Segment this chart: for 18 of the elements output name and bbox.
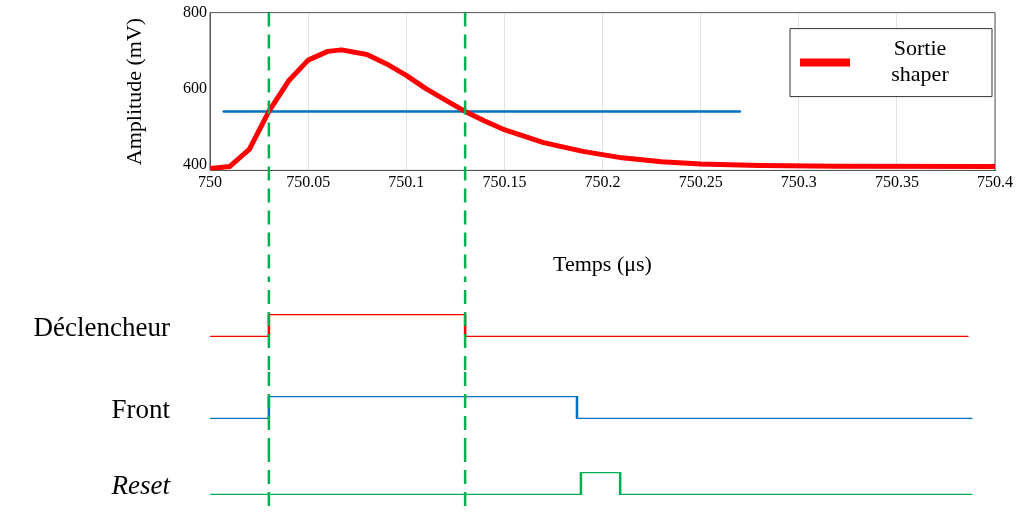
y-axis-title: Déclencheur — [33, 312, 170, 342]
y-axis-title: Front — [111, 394, 170, 424]
x-tick-label: 750.1 — [388, 173, 425, 191]
x-tick-label: 750.35 — [874, 173, 919, 191]
legend-label: Sortie shaper — [891, 35, 950, 87]
x-tick-label: 750.4 — [977, 173, 1013, 191]
y-axis-title: Amplitude (mV) — [120, 17, 146, 166]
x-tick-label: 750.25 — [678, 173, 723, 191]
x-axis-title: Temps (μs) — [553, 250, 652, 276]
x-tick-label: 750.2 — [584, 173, 621, 191]
x-tick-label: 750.15 — [482, 173, 527, 191]
y-tick-label: 400 — [183, 154, 207, 172]
y-axis-title: Reset — [111, 470, 170, 500]
y-tick-label: 800 — [183, 2, 207, 20]
x-tick-label: 750 — [198, 173, 222, 191]
x-tick-label: 750.3 — [780, 173, 817, 191]
x-tick-label: 750.05 — [286, 173, 331, 191]
y-tick-label: 600 — [183, 78, 207, 96]
